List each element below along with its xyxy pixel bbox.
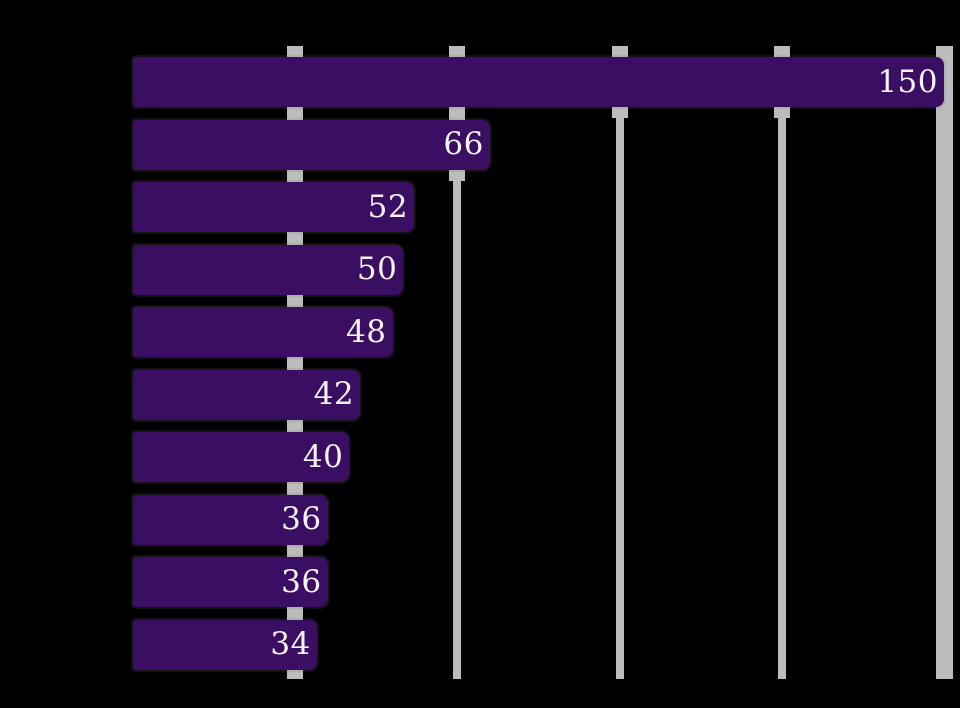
gridline [935,46,953,679]
bar-value-label: 48 [346,313,387,350]
gridline-tick [287,233,304,245]
bar-value-label: 150 [877,63,938,100]
bar: 42 [133,369,361,420]
bar: 48 [133,307,393,357]
gridline-tick [287,171,304,182]
gridline-tick [773,46,790,57]
gridline-tick [449,169,466,181]
bar-value-label: 36 [281,563,322,600]
gridline [777,46,786,679]
bar: 36 [133,494,328,545]
bar: 50 [133,244,404,295]
bar-value-label: 50 [356,251,398,287]
bar: 34 [133,619,317,670]
gridline-tick [936,46,952,57]
gridline-tick [611,107,628,118]
bar-value-label: 66 [443,126,484,162]
gridline-tick [287,669,304,679]
gridline-tick [287,108,304,120]
bar: 52 [133,182,415,232]
gridline-tick [773,107,790,118]
gridline-tick [449,46,466,57]
gridline-tick [287,483,304,495]
gridline-tick [287,358,304,370]
gridline-tick [936,107,952,118]
bar: 40 [133,432,350,482]
bar-value-label: 34 [270,626,311,662]
gridline [615,46,624,679]
gridline-tick [287,608,304,620]
bar: 36 [133,557,328,607]
gridline-tick [449,108,466,120]
bar: 66 [133,119,490,170]
bar-value-label: 52 [367,188,409,225]
bar-value-label: 40 [302,438,344,475]
bar: 150 [133,57,944,107]
gridline [453,46,462,679]
gridline-tick [287,46,304,57]
bar-value-label: 36 [281,501,322,537]
gridline-tick [287,546,304,557]
gridline-tick [287,296,304,307]
gridline-tick [611,46,628,57]
bar-value-label: 42 [313,376,355,412]
gridline-tick [287,421,304,432]
